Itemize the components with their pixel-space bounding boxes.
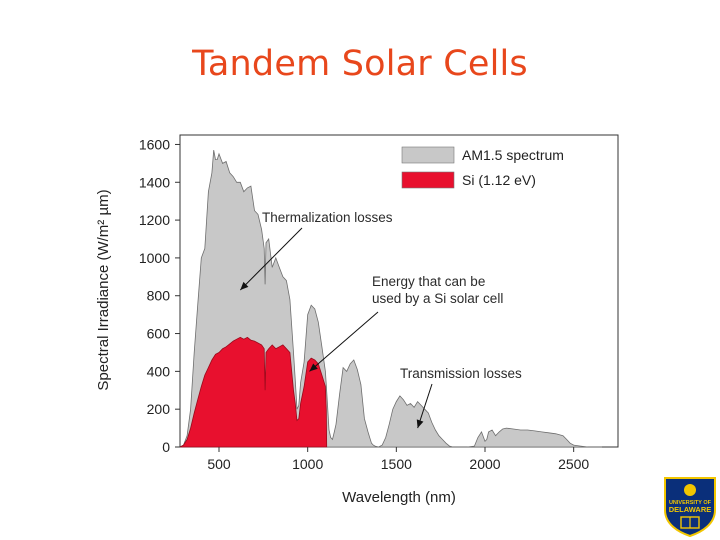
x-axis-label: Wavelength (nm) [342,489,456,506]
annotation-arrow-head [416,419,424,429]
y-tick-label: 1000 [139,250,170,266]
y-tick-label: 200 [147,401,171,417]
arrow-layer [239,227,433,429]
x-tick-label: 500 [207,456,231,472]
legend-swatch-si [401,171,455,189]
annotation-arrow-head [309,363,318,372]
y-tick-label: 0 [162,439,170,455]
slide-title: Tandem Solar Cells [192,44,528,84]
annotation-transmission: Transmission losses [400,366,522,381]
legend-label-am15: AM1.5 spectrum [462,147,564,163]
annotation-energy-line2: used by a Si solar cell [372,291,503,306]
x-tick-label: 2500 [558,456,589,472]
annotation-thermalization: Thermalization losses [262,210,393,225]
y-tick-label: 400 [147,363,171,379]
spectral-irradiance-chart: 500 1000 1500 2000 2500 0 200 400 600 800 1000 1200… [95,134,619,506]
legend: AM1.5 spectrum Si (1.12 eV) [401,146,564,189]
x-tick-label: 2000 [469,456,500,472]
annotation-arrow-line [309,311,379,372]
tick-layer: 500 1000 1500 2000 2500 0 200 400 600 800 1000 1200… [139,136,590,472]
y-axis-label: Spectral Irradiance (W/m² µm) [95,189,112,390]
y-tick-label: 600 [147,326,171,342]
legend-label-si: Si (1.12 eV) [462,172,536,188]
y-tick-label: 1400 [139,174,170,190]
annotation-energy-line1: Energy that can be [372,274,485,289]
x-tick-label: 1500 [381,456,412,472]
y-tick-label: 1600 [139,136,170,152]
x-tick-label: 1000 [292,456,323,472]
y-tick-label: 800 [147,288,171,304]
series-layer [179,150,602,448]
annotation-arrow-head [240,281,249,291]
series-area-1 [179,336,328,448]
y-tick-label: 1200 [139,212,170,228]
legend-swatch-am15 [401,146,455,164]
university-logo: UNIVERSITY OF DELAWARE [664,477,716,538]
logo-text-line2: DELAWARE [669,505,712,514]
annotation-arrow-line [239,227,303,291]
logo-text-line1: UNIVERSITY OF [669,500,712,506]
